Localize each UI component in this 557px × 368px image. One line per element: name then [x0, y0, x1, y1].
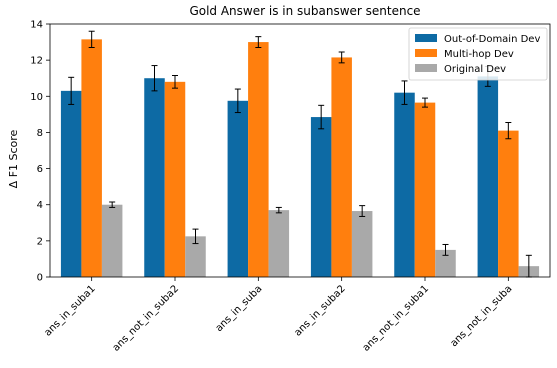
bar — [164, 81, 186, 277]
legend-swatch — [415, 34, 437, 42]
plot-area: 0 2 4 6 8 10 12 14 ans_in_suba1 ans_not_in_suba2 a… — [30, 20, 551, 354]
bar — [185, 236, 206, 277]
x-tick-label: ans_not_in_suba — [449, 283, 515, 349]
bar — [394, 92, 415, 278]
bar — [268, 210, 290, 277]
y-tick-label: 6 — [37, 164, 43, 175]
bar — [310, 117, 332, 277]
y-tick-label: 14 — [30, 20, 43, 31]
y-tick-label: 2 — [37, 236, 43, 247]
legend-swatch — [415, 64, 437, 72]
bar — [477, 76, 499, 278]
bar — [498, 130, 519, 277]
x-tick-label: ans_not_in_suba1 — [361, 283, 431, 353]
bar — [81, 39, 102, 277]
chart-title: Gold Answer is in subanswer sentence — [189, 4, 420, 18]
plot-frame — [49, 23, 551, 278]
bar — [144, 78, 165, 277]
bar — [351, 211, 373, 277]
bar — [414, 102, 436, 277]
x-tick-label: ans_in_suba — [214, 283, 265, 334]
bar — [331, 57, 352, 277]
legend: Out-of-Domain Dev Multi-hop Dev Original D… — [408, 27, 548, 81]
legend-label: Out-of-Domain Dev — [444, 34, 540, 45]
legend-label: Original Dev — [444, 64, 506, 75]
bar — [248, 42, 269, 278]
x-tick-label: ans_in_suba1 — [43, 283, 98, 338]
legend-box — [408, 27, 548, 81]
y-tick-label: 0 — [37, 273, 43, 284]
y-tick-label: 10 — [30, 92, 43, 103]
legend-swatch — [415, 49, 437, 57]
bar — [60, 90, 82, 277]
y-tick-label: 12 — [30, 56, 43, 67]
y-tick-label: 4 — [37, 200, 43, 211]
bar — [101, 204, 123, 277]
x-tick-label: ans_in_suba2 — [293, 283, 348, 338]
legend-label: Multi-hop Dev — [444, 49, 514, 60]
y-axis-label: Δ F1 Score — [7, 129, 20, 188]
bar — [227, 100, 249, 277]
x-tick-label: ans_not_in_suba2 — [111, 283, 181, 353]
y-tick-label: 8 — [37, 128, 43, 139]
bar — [435, 249, 456, 277]
